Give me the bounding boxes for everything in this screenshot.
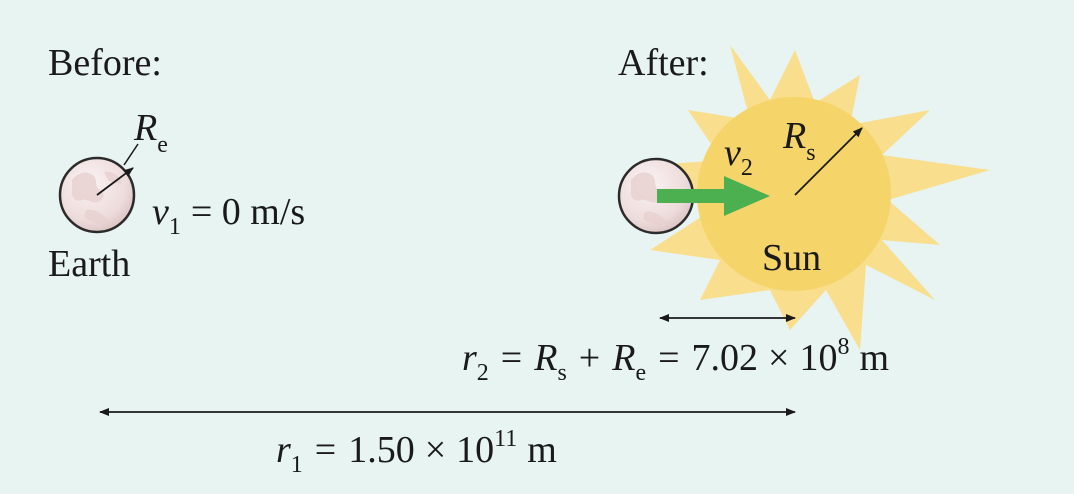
- earth-radius-label: Re: [133, 107, 168, 158]
- sun: [697, 97, 891, 291]
- earth-radius-leader: [123, 143, 139, 166]
- after-heading: After:: [618, 42, 709, 84]
- v1-label: v1 = 0 m/s: [152, 191, 305, 240]
- earth-radius-arrow: [96, 167, 134, 196]
- v2-label: v2: [724, 132, 753, 181]
- sun-radius-label: Rs: [782, 115, 816, 166]
- r1-equation: r1 = 1.50 × 1011 m: [276, 426, 557, 478]
- earth-label: Earth: [48, 243, 130, 285]
- velocity-arrow: [657, 176, 770, 216]
- r2-equation: r2 = Rs + Re = 7.02 × 108 m: [462, 334, 889, 386]
- earth-after: [617, 157, 695, 235]
- sun-radius-arrow: [794, 127, 863, 196]
- before-heading: Before:: [48, 42, 162, 84]
- sun-label: Sun: [762, 237, 821, 279]
